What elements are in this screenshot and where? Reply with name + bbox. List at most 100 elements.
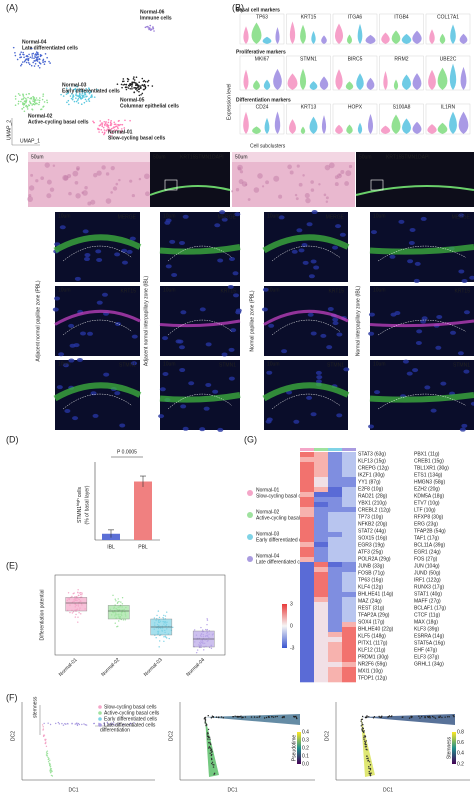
colorbar-tick: 0 — [290, 623, 293, 629]
heatmap-cell — [328, 652, 342, 658]
gene-label: EGR1 (24g) — [414, 549, 441, 555]
umap-point — [25, 61, 28, 64]
cell-point — [74, 723, 76, 725]
umap-point — [118, 119, 120, 122]
umap-point — [27, 62, 30, 64]
nucleus — [470, 401, 474, 406]
nucleus — [158, 414, 165, 419]
tissue-texture — [296, 164, 300, 168]
umap-point — [149, 24, 152, 27]
umap-point — [121, 128, 123, 130]
cell-point — [363, 738, 365, 740]
nucleus — [182, 426, 189, 431]
nucleus — [217, 258, 224, 263]
heatmap-cell — [342, 557, 356, 563]
umap-point — [31, 57, 33, 59]
basal-outline — [271, 319, 341, 336]
umap-point — [144, 26, 147, 29]
nucleus — [59, 225, 66, 230]
umap-point — [121, 123, 124, 126]
cell-point — [212, 716, 215, 718]
jitter-point — [74, 616, 77, 618]
cell-point — [369, 767, 372, 770]
epithelium — [355, 185, 474, 196]
cell-point — [44, 742, 47, 744]
channel-label: KRT15 — [221, 288, 237, 294]
umap-point — [70, 93, 73, 95]
umap-point — [80, 90, 83, 93]
basal-outline — [271, 393, 341, 410]
cell-point — [241, 717, 243, 719]
umap-point — [66, 90, 69, 92]
cell-point — [444, 716, 446, 718]
nucleus — [458, 213, 465, 218]
umap-point — [82, 94, 85, 97]
heatmap-cell — [342, 582, 356, 588]
nucleus — [332, 245, 339, 250]
nucleus — [336, 332, 343, 337]
umap-point — [20, 64, 22, 67]
gene-label: BHLHE41 (14g) — [358, 591, 394, 597]
umap-point — [33, 57, 35, 60]
nucleus — [219, 210, 226, 215]
umap-point — [74, 87, 77, 90]
cell-point — [129, 722, 132, 724]
umap-point — [129, 84, 132, 87]
violin — [428, 69, 436, 90]
heatmap-cell — [342, 457, 356, 463]
nucleus — [320, 333, 327, 338]
nucleus — [311, 210, 318, 215]
heatmap-cell — [328, 537, 342, 543]
jitter-point — [81, 592, 83, 594]
umap-point — [119, 132, 122, 134]
cell-point — [208, 736, 211, 738]
umap-point — [84, 98, 87, 101]
nucleus — [101, 292, 108, 297]
umap-point — [103, 120, 106, 123]
violin-frame — [332, 55, 378, 91]
umap-point — [96, 88, 98, 91]
heatmap-cell — [300, 597, 314, 603]
umap-point — [143, 83, 146, 86]
violin — [437, 122, 448, 134]
cell-point — [368, 772, 370, 775]
legend-dot — [247, 512, 253, 518]
heatmap-cell — [342, 502, 356, 508]
tissue-texture — [115, 182, 119, 186]
gene-label: GRHL1 (34g) — [414, 661, 444, 667]
cell-layer — [159, 392, 241, 403]
nucleus — [315, 379, 322, 384]
nucleus — [234, 212, 241, 217]
gene-label: STAT1 (40g) — [414, 591, 442, 597]
heatmap-cell — [314, 597, 328, 603]
umap-point — [80, 103, 83, 105]
umap-point — [34, 102, 37, 105]
umap-point — [142, 80, 145, 83]
gene-label: ESRRA (14g) — [414, 633, 444, 639]
zoom-box — [370, 179, 384, 191]
nucleus — [374, 390, 381, 395]
cell-point — [420, 715, 423, 718]
nucleus — [406, 371, 413, 376]
umap-point — [125, 83, 128, 86]
tissue-texture — [74, 180, 79, 185]
heatmap-cell — [328, 477, 342, 483]
umap-point — [28, 100, 31, 103]
umap-point — [20, 63, 23, 66]
gene-name: TP63 — [256, 14, 268, 20]
nucleus — [228, 376, 235, 381]
violin — [402, 118, 411, 134]
legend-desc: Early differentiated cells — [256, 537, 309, 543]
umap-point — [39, 54, 42, 56]
heatmap-cell — [300, 462, 314, 468]
jitter-point — [205, 628, 207, 631]
cell-point — [365, 748, 367, 751]
umap-point — [67, 99, 70, 102]
cell-point — [84, 724, 87, 726]
umap-point — [78, 92, 81, 95]
violin — [357, 23, 363, 44]
legend-dot — [98, 717, 102, 721]
umap-point — [32, 98, 35, 100]
tissue-texture — [278, 194, 283, 199]
nucleus — [58, 352, 65, 357]
